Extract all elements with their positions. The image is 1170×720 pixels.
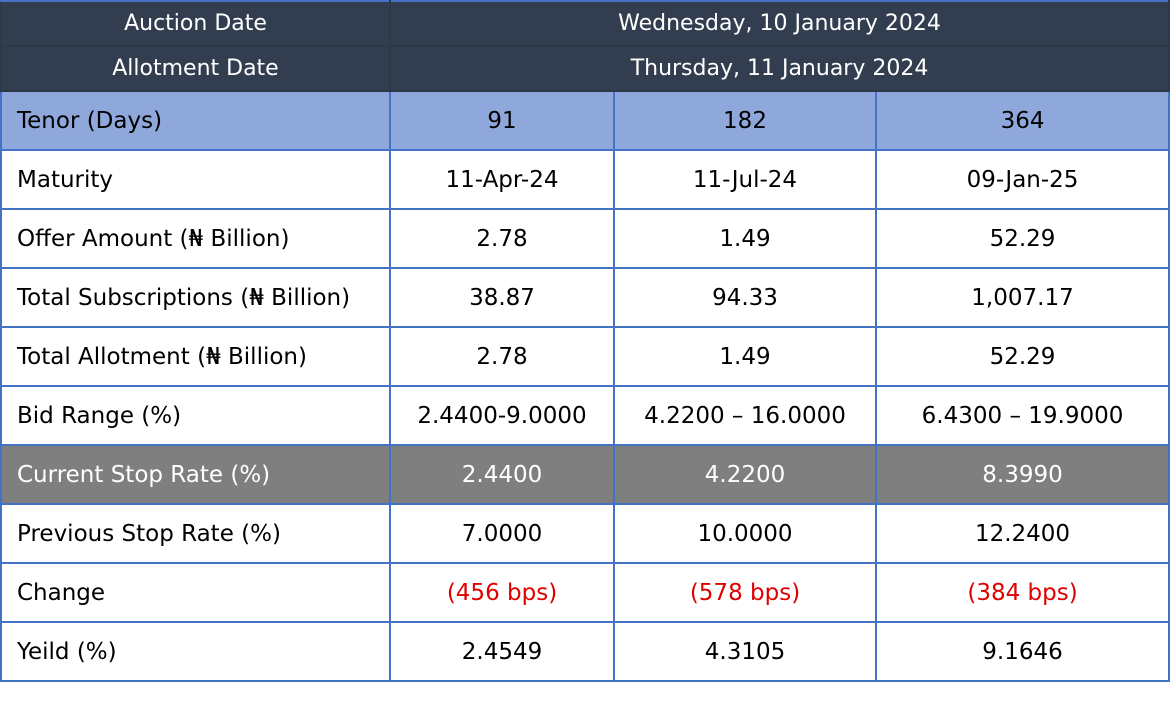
cell-value: 4.3105 (613, 621, 877, 682)
row-label: Bid Range (%) (0, 385, 391, 446)
cell-value: 182 (613, 90, 877, 151)
change-value: (384 bps) (874, 562, 1170, 623)
table-row-maturity: Maturity 11-Apr-24 11-Jul-24 09-Jan-25 (0, 149, 1170, 210)
table-row-offer-amount: Offer Amount (₦ Billion) 2.78 1.49 52.29 (0, 208, 1170, 269)
cell-value: 10.0000 (613, 503, 877, 564)
table-row-current-stop-rate: Current Stop Rate (%) 2.4400 4.2200 8.39… (0, 444, 1170, 505)
cell-value: 2.4549 (389, 621, 615, 682)
table-row-bid-range: Bid Range (%) 2.4400-9.0000 4.2200 – 16.… (0, 385, 1170, 446)
table-row-total-allotment: Total Allotment (₦ Billion) 2.78 1.49 52… (0, 326, 1170, 387)
cell-value: 1.49 (613, 326, 877, 387)
row-label: Offer Amount (₦ Billion) (0, 208, 391, 269)
cell-value: 9.1646 (874, 621, 1170, 682)
row-label: Maturity (0, 149, 391, 210)
cell-value: 1.49 (613, 208, 877, 269)
cell-value: 94.33 (613, 267, 877, 328)
row-label: Total Subscriptions (₦ Billion) (0, 267, 391, 328)
row-label: Yeild (%) (0, 621, 391, 682)
auction-date-label: Auction Date (0, 0, 391, 47)
cell-value: 1,007.17 (874, 267, 1170, 328)
cell-value: 8.3990 (874, 444, 1170, 505)
table-row-tenor: Tenor (Days) 91 182 364 (0, 90, 1170, 151)
auction-results-table: Auction Date Wednesday, 10 January 2024 … (0, 0, 1170, 682)
cell-value: 364 (874, 90, 1170, 151)
row-label: Previous Stop Rate (%) (0, 503, 391, 564)
cell-value: 7.0000 (389, 503, 615, 564)
table-row-change: Change (456 bps) (578 bps) (384 bps) (0, 562, 1170, 623)
table-row-yield: Yeild (%) 2.4549 4.3105 9.1646 (0, 621, 1170, 682)
cell-value: 6.4300 – 19.9000 (874, 385, 1170, 446)
auction-date-value: Wednesday, 10 January 2024 (388, 0, 1170, 47)
cell-value: 4.2200 (613, 444, 877, 505)
cell-value: 2.4400 (389, 444, 615, 505)
allotment-date-label: Allotment Date (0, 45, 391, 92)
row-label: Total Allotment (₦ Billion) (0, 326, 391, 387)
cell-value: 11-Apr-24 (389, 149, 615, 210)
cell-value: 11-Jul-24 (613, 149, 877, 210)
cell-value: 2.4400-9.0000 (389, 385, 615, 446)
allotment-date-row: Allotment Date Thursday, 11 January 2024 (0, 45, 1170, 92)
table-row-previous-stop-rate: Previous Stop Rate (%) 7.0000 10.0000 12… (0, 503, 1170, 564)
auction-date-row: Auction Date Wednesday, 10 January 2024 (0, 0, 1170, 47)
cell-value: 91 (389, 90, 615, 151)
cell-value: 12.2400 (874, 503, 1170, 564)
row-label: Current Stop Rate (%) (0, 444, 391, 505)
change-value: (578 bps) (613, 562, 877, 623)
table-row-total-subscriptions: Total Subscriptions (₦ Billion) 38.87 94… (0, 267, 1170, 328)
cell-value: 52.29 (874, 326, 1170, 387)
cell-value: 4.2200 – 16.0000 (613, 385, 877, 446)
change-value: (456 bps) (389, 562, 615, 623)
cell-value: 2.78 (389, 326, 615, 387)
row-label: Tenor (Days) (0, 90, 391, 151)
cell-value: 38.87 (389, 267, 615, 328)
cell-value: 09-Jan-25 (874, 149, 1170, 210)
cell-value: 2.78 (389, 208, 615, 269)
allotment-date-value: Thursday, 11 January 2024 (388, 45, 1170, 92)
row-label: Change (0, 562, 391, 623)
cell-value: 52.29 (874, 208, 1170, 269)
